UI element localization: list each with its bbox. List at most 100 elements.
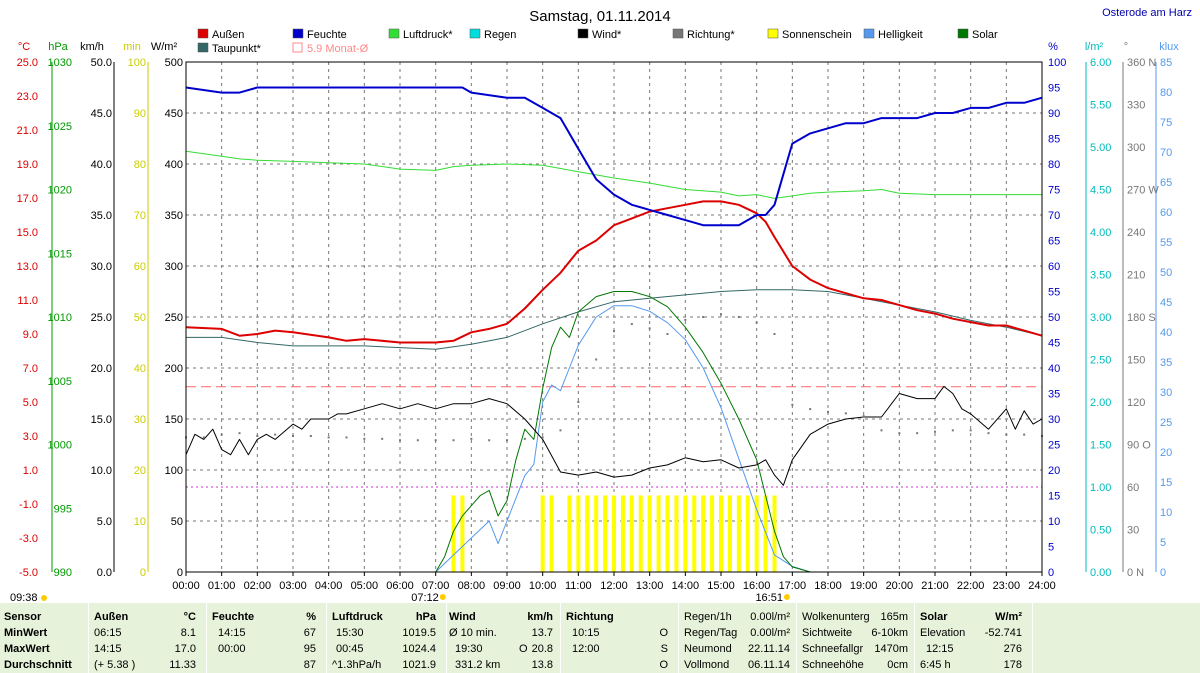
- sunshine-bar: [692, 495, 697, 572]
- direction-point: [630, 323, 633, 326]
- axis-tick-label: 15: [1160, 477, 1172, 489]
- axis-tick-label: 35: [1160, 357, 1172, 369]
- footer-sensor-title: Sensor: [4, 611, 42, 623]
- direction-point: [1023, 433, 1026, 436]
- axis-unit-label: klux: [1159, 41, 1179, 53]
- footer-hum-max: 95: [303, 643, 316, 655]
- sunshine-bar: [576, 495, 581, 572]
- axis-tick-label: 10: [134, 516, 146, 528]
- axis-tick-label: 4.50: [1090, 185, 1111, 197]
- sunshine-bar: [656, 495, 661, 572]
- footer-solar-max: 276: [1003, 643, 1022, 655]
- direction-point: [506, 439, 508, 442]
- x-axis-tick-label: 06:00: [386, 580, 414, 592]
- footer-temp-max: 17.0: [174, 643, 196, 655]
- x-axis-tick-label: 13:00: [636, 580, 664, 592]
- axis-tick-label: 5.00: [1090, 142, 1111, 154]
- axis-tick-label: 9.0: [23, 329, 38, 341]
- direction-point: [274, 433, 277, 436]
- axis-tick-label: 25.0: [17, 57, 38, 69]
- x-axis-tick-label: 01:00: [208, 580, 236, 592]
- legend-label: Helligkeit: [878, 29, 923, 41]
- axis-tick-label: 100: [165, 465, 183, 477]
- series-line-solar: [435, 291, 811, 573]
- axis-tick-label: 20: [134, 465, 146, 477]
- legend-swatch: [292, 28, 304, 39]
- series-layer: [185, 86, 1043, 573]
- legend-swatch: [577, 28, 589, 39]
- axis-tick-label: 500: [165, 57, 183, 69]
- axis-tick-label: 210: [1127, 270, 1145, 282]
- sunshine-bar: [629, 495, 634, 572]
- axis-tick-label: 1.50: [1090, 440, 1111, 452]
- direction-point: [416, 439, 419, 442]
- axis-tick-label: 5: [1048, 542, 1054, 554]
- sunshine-bar: [754, 495, 759, 572]
- footer-temp-delta: (+ 5.38 ): [94, 659, 136, 671]
- x-axis-tick-label: 22:00: [957, 580, 985, 592]
- footer-col-wind: Wind km/h Ø 10 min. 13.7 19:30 O 20.8 331.2 …: [449, 603, 557, 673]
- axis-unit-label: l/m²: [1085, 41, 1104, 53]
- axis-tick-label: 30: [1048, 414, 1060, 426]
- footer-press-unit: hPa: [415, 611, 436, 623]
- axis-tick-label: 70: [134, 210, 146, 222]
- axis-tick-label: 13.0: [17, 261, 38, 273]
- sunshine-bar: [612, 495, 616, 572]
- axis-tick-label: 15: [1048, 491, 1060, 503]
- legend-label: Regen: [484, 29, 516, 41]
- axis-tick-label: 0: [177, 567, 183, 579]
- footer-separator: [326, 603, 327, 673]
- footer-hum-title: Feuchte: [212, 611, 255, 623]
- direction-point: [541, 436, 544, 439]
- axis-tick-label: 30: [1127, 525, 1139, 537]
- axis-tick-label: 5.0: [97, 516, 112, 528]
- footer-dir-avg: O: [659, 659, 668, 671]
- direction-point: [951, 429, 954, 432]
- footer-solar-avg: 178: [1003, 659, 1022, 671]
- axis-tick-label: 85: [1048, 134, 1060, 146]
- axis-tick-label: -1.0: [19, 499, 38, 511]
- legend-swatch: [672, 28, 684, 39]
- axis-tick-label: 2.50: [1090, 355, 1111, 367]
- legend-label: Feuchte: [307, 29, 347, 41]
- footer-temp-avg: 11.33: [169, 659, 196, 671]
- footer-snowline: 1470m: [874, 643, 908, 655]
- direction-point: [292, 435, 294, 437]
- axis-tick-label: 11.0: [17, 295, 38, 307]
- axis-tick-label: 1020: [48, 185, 72, 197]
- axis-tick-label: 1.00: [1090, 482, 1111, 494]
- footer-rain-hour-label: Regen/1h: [684, 611, 732, 623]
- axis-tick-label: 0.0: [97, 567, 112, 579]
- axis-tick-label: 300: [1127, 142, 1145, 154]
- sunshine-bar: [745, 495, 750, 572]
- axis-tick-label: 150: [165, 414, 183, 426]
- legend-swatch: [767, 28, 779, 39]
- axis-tick-label: 50: [171, 516, 183, 528]
- axis-tick-label: 80: [134, 159, 146, 171]
- axis-tick-label: 55: [1048, 287, 1060, 299]
- axis-tick-label: 35.0: [91, 210, 112, 222]
- axis-tick-label: 360 N: [1127, 57, 1156, 69]
- direction-point: [595, 358, 598, 361]
- axis-tick-label: 0: [1048, 567, 1054, 579]
- axis-tick-label: 50: [1048, 312, 1060, 324]
- footer-separator: [678, 603, 679, 673]
- footer-sunshine-duration: 6:45 h: [920, 659, 951, 671]
- footer-solar-title: Solar: [920, 611, 948, 623]
- footer-separator: [206, 603, 207, 673]
- axis-tick-label: 75: [1160, 117, 1172, 129]
- footer-hum-min-time: 14:15: [218, 627, 246, 639]
- footer-newmoon-label: Neumond: [684, 643, 732, 655]
- x-axis-tick-label: 20:00: [886, 580, 914, 592]
- axis-tick-label: 0: [140, 567, 146, 579]
- sunshine-bar: [638, 495, 643, 572]
- footer-hum-unit: %: [306, 611, 316, 623]
- footer-hum-avg: 87: [303, 659, 316, 671]
- direction-point: [934, 430, 936, 433]
- legend-label: Taupunkt*: [212, 43, 262, 55]
- axis-tick-label: 350: [165, 210, 183, 222]
- weather-chart: Samstag, 01.11.2014 Osterode am Harz Auß…: [10, 7, 1192, 603]
- footer-rain-hour: 0.00l/m²: [750, 611, 790, 623]
- footer-temp-unit: °C: [183, 611, 196, 623]
- axis-tick-label: 25.0: [91, 312, 112, 324]
